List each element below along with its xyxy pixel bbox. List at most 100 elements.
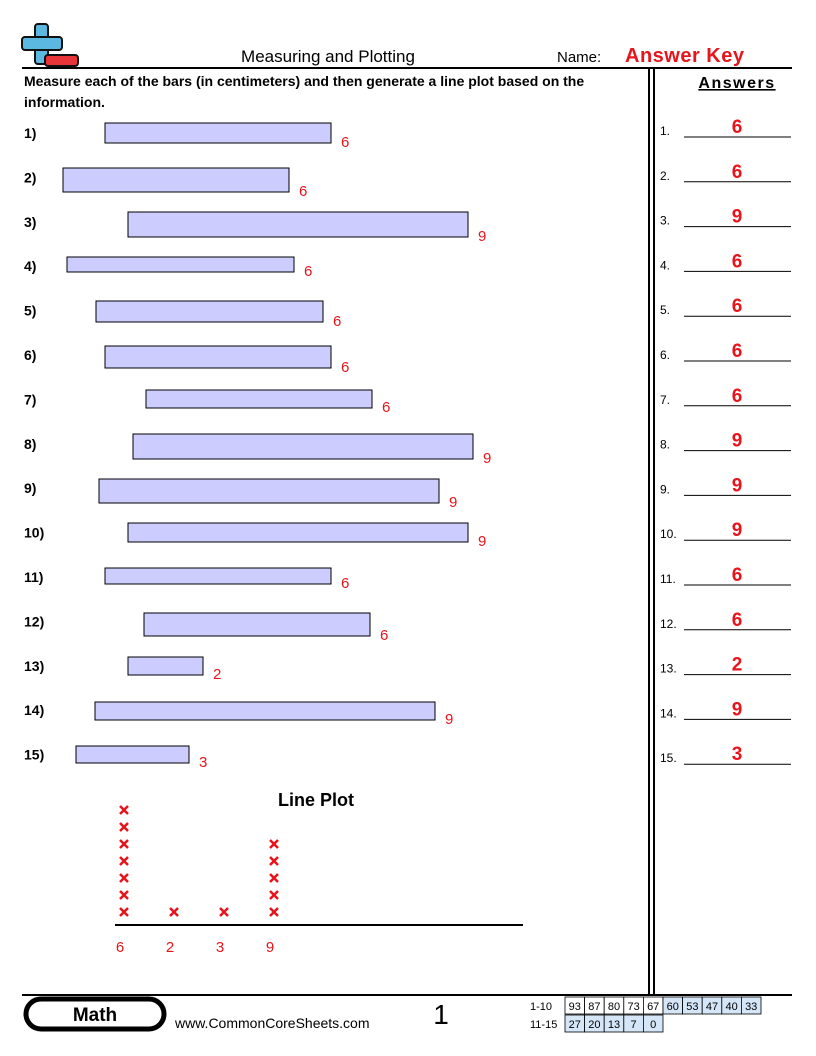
problem-label: 12) — [24, 613, 44, 629]
problem-answer: 6 — [333, 313, 341, 330]
score-value: 0 — [650, 1019, 656, 1031]
problem-answer: 9 — [478, 228, 486, 245]
problem-answer: 6 — [382, 399, 390, 416]
score-value: 93 — [569, 1001, 581, 1013]
answer-value: 6 — [732, 341, 743, 362]
answer-value: 6 — [732, 386, 743, 407]
measure-bar — [127, 211, 469, 238]
answer-label: 1. — [660, 124, 670, 138]
name-label: Name: — [557, 49, 601, 66]
answer-label: 11. — [660, 572, 676, 586]
plot-x — [119, 907, 129, 917]
measure-bar — [75, 745, 190, 764]
score-value: 80 — [608, 1001, 620, 1013]
problem-label: 14) — [24, 702, 44, 718]
answer-value: 6 — [732, 162, 743, 183]
plot-label: 6 — [116, 939, 124, 956]
answer-label: 6. — [660, 348, 670, 362]
measure-bar — [132, 433, 474, 460]
instructions: Measure each of the bars (in centimeters… — [24, 73, 584, 89]
problem-answer: 6 — [341, 575, 349, 592]
plot-label: 9 — [266, 939, 274, 956]
score-value: 20 — [588, 1019, 600, 1031]
score-value: 87 — [588, 1001, 600, 1013]
plot-label: 2 — [166, 939, 174, 956]
answer-label: 2. — [660, 169, 670, 183]
answer-value: 6 — [732, 610, 743, 631]
measure-bar — [98, 478, 440, 504]
problem-answer: 9 — [478, 533, 486, 550]
problem-answer: 9 — [449, 494, 457, 511]
score-value: 13 — [608, 1019, 620, 1031]
page-number: 1 — [433, 999, 449, 1030]
measure-bar — [127, 656, 204, 676]
answer-label: 3. — [660, 214, 670, 228]
problem-answer: 2 — [213, 666, 221, 683]
measure-bar — [95, 300, 324, 323]
measure-bar — [62, 167, 290, 193]
answers-heading: Answers — [698, 75, 775, 92]
problem-label: 4) — [24, 258, 36, 274]
problem-label: 9) — [24, 480, 36, 496]
answer-label: 12. — [660, 617, 677, 631]
plot-x — [119, 890, 129, 900]
problem-label: 13) — [24, 658, 44, 674]
answer-value: 9 — [732, 431, 743, 452]
title: Measuring and Plotting — [241, 47, 415, 66]
answer-label: 4. — [660, 258, 670, 272]
logo — [21, 23, 79, 67]
measure-bar — [104, 567, 332, 585]
subject-pill — [23, 996, 167, 1032]
problem-label: 1) — [24, 125, 36, 141]
measure-bar — [94, 701, 436, 721]
score-value: 47 — [706, 1001, 718, 1013]
subject: Math — [73, 1005, 117, 1026]
plot-x — [269, 907, 279, 917]
score-cell — [741, 996, 762, 1015]
problem-answer: 6 — [304, 263, 312, 280]
score-value: 40 — [725, 1001, 737, 1013]
name-value: Answer Key — [625, 45, 745, 67]
plot-title: Line Plot — [278, 790, 354, 810]
problem-label: 3) — [24, 214, 36, 230]
plot-x — [169, 907, 179, 917]
score-value: 7 — [631, 1019, 637, 1031]
answer-label: 5. — [660, 303, 670, 317]
problem-answer: 6 — [341, 134, 349, 151]
answer-label: 9. — [660, 482, 670, 496]
score-value: 27 — [569, 1019, 581, 1031]
problem-label: 11) — [24, 569, 43, 585]
plot-x — [119, 822, 129, 832]
answer-label: 15. — [660, 751, 677, 765]
answer-value: 9 — [732, 475, 743, 496]
plot-x — [119, 856, 129, 866]
plot-x — [219, 907, 229, 917]
problem-label: 15) — [24, 747, 44, 763]
answer-value: 9 — [732, 207, 743, 228]
answer-value: 9 — [732, 520, 743, 541]
answer-value: 9 — [732, 699, 743, 720]
score-range: 11-15 — [530, 1019, 557, 1031]
problem-answer: 9 — [483, 450, 491, 467]
instructions: information. — [24, 94, 105, 110]
problem-answer: 3 — [199, 754, 207, 771]
problem-label: 5) — [24, 303, 36, 319]
problem-label: 10) — [24, 525, 44, 541]
answer-label: 13. — [660, 662, 677, 676]
answer-label: 7. — [660, 393, 670, 407]
problem-answer: 6 — [299, 183, 307, 200]
score-value: 60 — [667, 1001, 679, 1013]
score-range: 1-10 — [530, 1001, 552, 1013]
website: www.CommonCoreSheets.com — [174, 1015, 370, 1031]
score-value: 73 — [627, 1001, 639, 1013]
answer-value: 6 — [732, 565, 743, 586]
answer-value: 2 — [732, 655, 743, 676]
answer-label: 14. — [660, 706, 677, 720]
measure-bar — [66, 256, 295, 273]
measure-bar — [145, 389, 373, 409]
plot-x — [269, 890, 279, 900]
measure-bar — [143, 612, 371, 637]
plot-x — [119, 805, 129, 815]
